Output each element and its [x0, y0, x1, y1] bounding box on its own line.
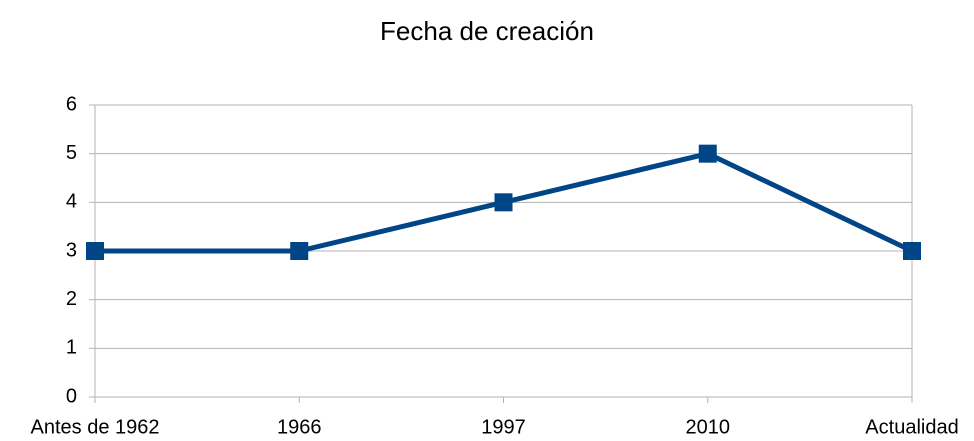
x-tick-label: Antes de 1962: [31, 416, 160, 438]
y-tick-label: 5: [66, 142, 77, 164]
y-tick-label: 3: [66, 239, 77, 261]
point-marker: [290, 242, 309, 260]
point-marker: [903, 242, 921, 260]
chart-title: Fecha de creación: [380, 16, 594, 46]
x-tick-label: 2010: [686, 416, 731, 438]
x-tick-label: 1966: [277, 416, 322, 438]
x-tick-label: 1997: [481, 416, 526, 438]
y-tick-label: 4: [66, 191, 77, 213]
y-tick-label: 1: [66, 337, 77, 359]
y-tick-label: 2: [66, 288, 77, 310]
point-marker: [698, 144, 717, 163]
x-tick-label: Actualidad: [865, 416, 958, 438]
y-tick-label: 6: [66, 93, 77, 115]
point-marker: [86, 242, 104, 260]
point-marker: [494, 193, 513, 212]
y-tick-label: 0: [66, 385, 77, 407]
